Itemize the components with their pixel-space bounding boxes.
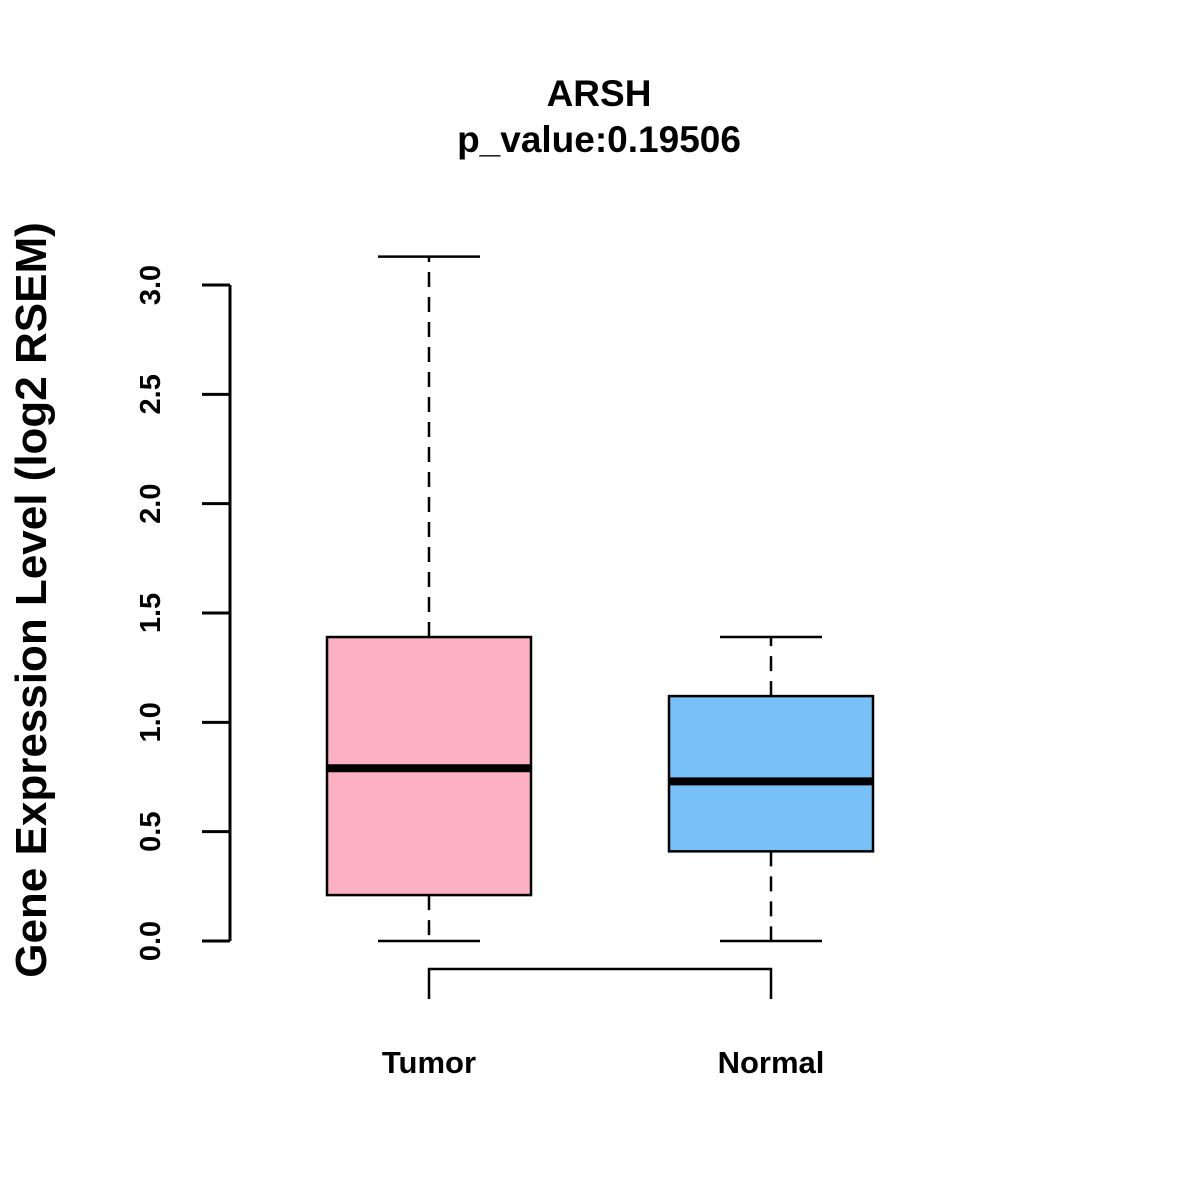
bracket-line	[427, 967, 773, 999]
y-axis: 0.0 0.5 1.0 1.5 2.0 2.5 3.0	[135, 265, 232, 961]
chart-title: ARSH	[547, 73, 652, 114]
y-tick-label: 3.0	[135, 265, 167, 305]
category-label-tumor: Tumor	[382, 1045, 476, 1080]
boxes	[325, 255, 875, 943]
y-tick-label: 1.0	[135, 702, 167, 742]
box-tumor	[325, 255, 533, 943]
comparison-bracket	[427, 967, 773, 999]
box-normal	[667, 635, 875, 943]
y-tick-label: 2.0	[135, 484, 167, 524]
category-labels: Tumor Normal	[382, 1045, 824, 1080]
iqr-box	[667, 694, 875, 853]
y-axis-label: Gene Expression Level (log2 RSEM)	[7, 222, 56, 978]
category-label-normal: Normal	[718, 1045, 825, 1080]
y-tick-label: 0.5	[135, 812, 167, 852]
y-tick-label: 1.5	[135, 593, 167, 633]
y-tick-label: 2.5	[135, 374, 167, 414]
chart-subtitle: p_value:0.19506	[457, 119, 741, 160]
y-tick-label: 0.0	[135, 921, 167, 961]
